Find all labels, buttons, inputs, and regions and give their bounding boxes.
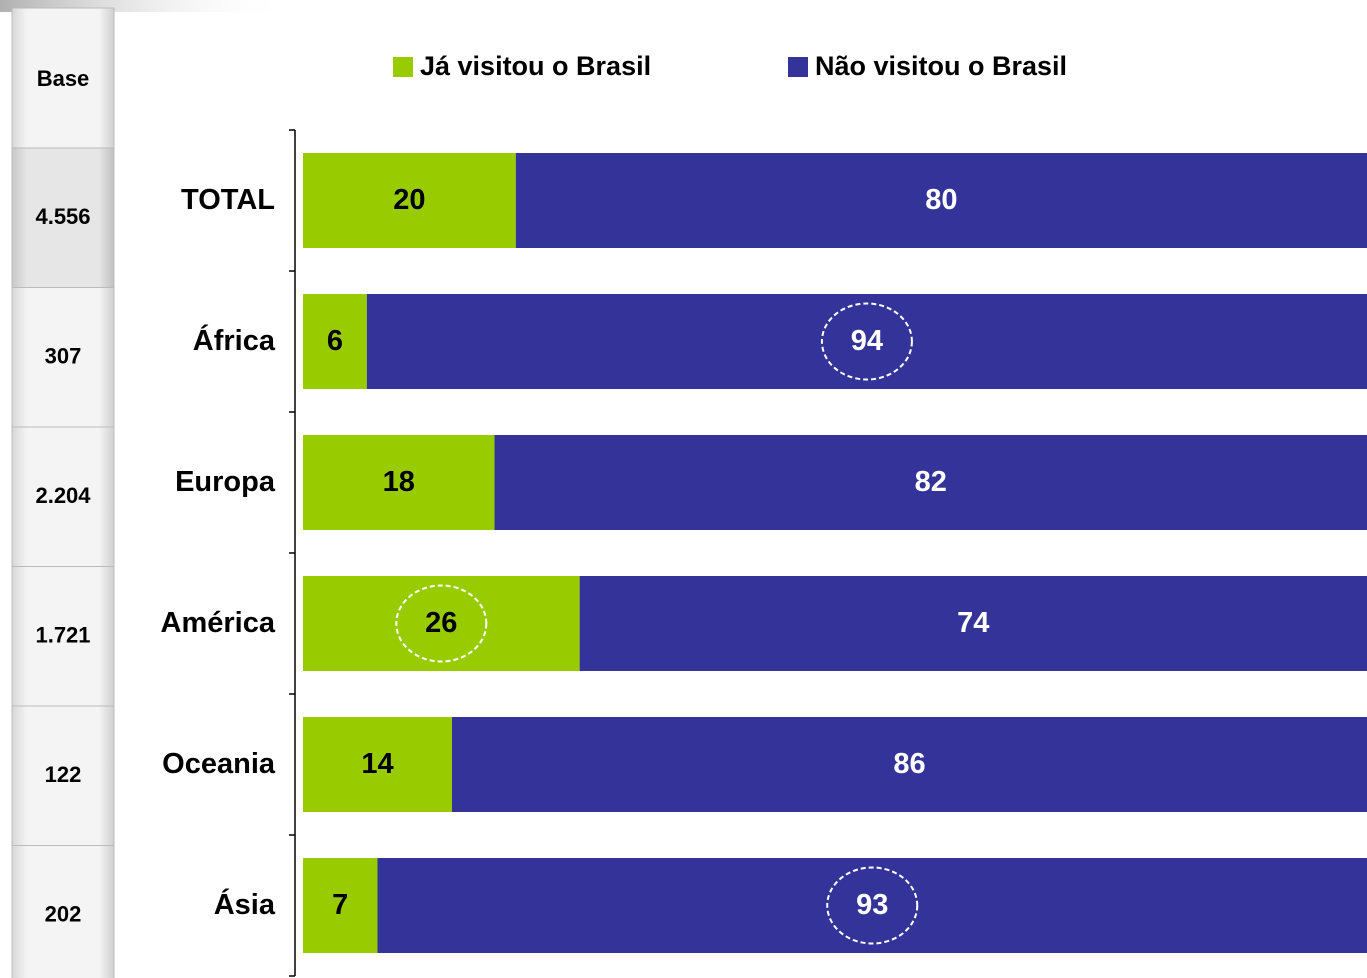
bar-segment [579,576,1367,671]
category-label: África [193,323,276,357]
highlight-circle [395,584,488,663]
legend-label: Não visitou o Brasil [815,51,1067,81]
base-value: 4.556 [35,204,90,229]
base-value: 307 [45,343,82,368]
value-label: 20 [393,184,425,216]
value-label: 94 [851,325,883,357]
base-cell [11,705,115,846]
base-value: 122 [45,762,82,787]
value-label: 18 [383,466,415,498]
value-label: 80 [925,184,957,216]
base-cell [11,287,115,428]
value-label: 26 [425,607,457,639]
value-label: 82 [915,466,947,498]
highlight-circle [820,302,913,381]
legend-swatch [788,57,808,77]
bar-segment [303,717,452,812]
category-label: TOTAL [181,184,275,216]
bar-segment [303,435,495,530]
base-cell [11,426,115,567]
bar-segment [515,153,1367,248]
category-label: América [161,607,276,639]
base-cell [11,845,115,978]
category-label: Oceania [162,748,276,780]
highlight-circle [826,866,919,945]
value-label: 7 [332,889,348,921]
base-value: 2.204 [35,483,91,508]
bar-segment [377,858,1367,953]
value-label: 93 [856,889,888,921]
legend-swatch [393,57,413,77]
base-value: 202 [45,901,82,926]
value-label: 14 [361,748,393,780]
bar-segment [451,717,1367,812]
value-label: 74 [957,607,989,639]
base-cell [11,566,115,707]
bar-segment [494,435,1367,530]
bar-segment [303,294,367,389]
bar-segment [303,153,516,248]
value-label: 6 [327,325,343,357]
bar-segment [303,576,580,671]
category-label: Europa [175,466,276,498]
bar-segment [303,858,378,953]
value-label: 86 [893,748,925,780]
base-header: Base [37,66,90,91]
bar-segment [366,294,1367,389]
base-value: 1.721 [35,622,90,647]
base-cell [11,7,115,149]
category-label: Ásia [214,887,276,921]
legend-label: Já visitou o Brasil [420,51,651,81]
